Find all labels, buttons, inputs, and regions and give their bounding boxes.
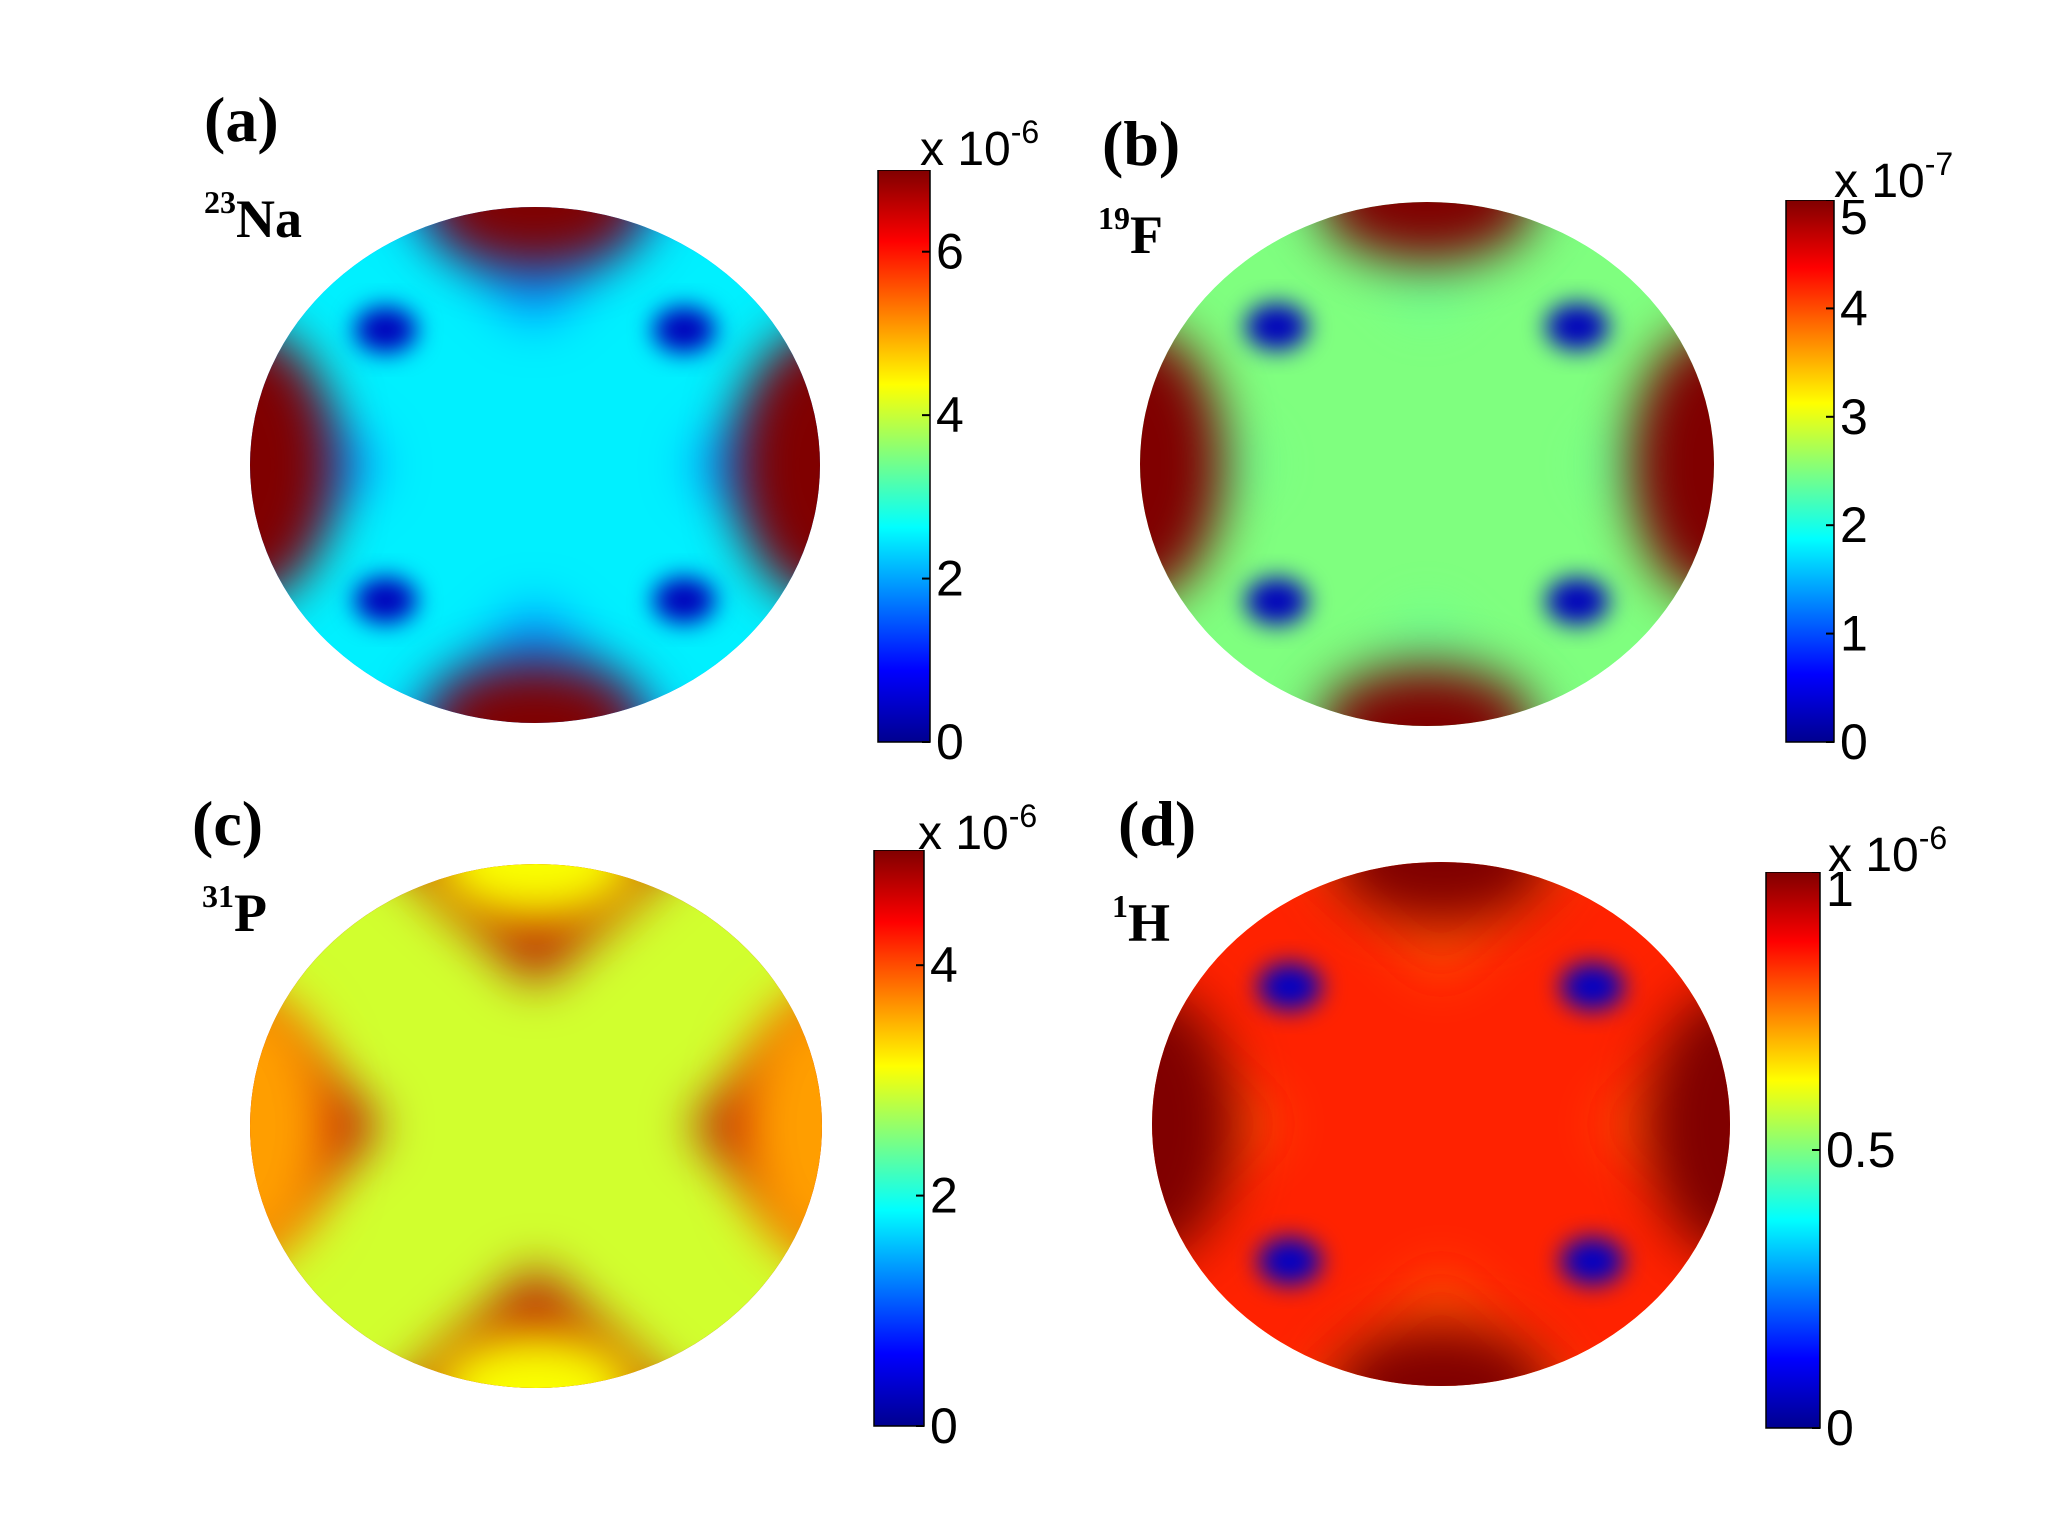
mass-number: 1 [1112,888,1128,924]
top-lobe [425,207,645,268]
colorbar-tick-label: 2 [930,1168,958,1224]
colorbar: 0 2 4 6 [877,170,964,760]
colorbar-tick-label: 4 [930,937,958,993]
nucleus-label: 31P [202,880,267,940]
multiplier-exponent: -6 [1010,114,1040,150]
hotspot [1257,962,1322,1011]
side-lobe-left [250,329,335,601]
element-symbol: H [1128,893,1171,953]
colorbar-tick-label: 0 [936,714,964,760]
colorbar-tick-label: 2 [1840,497,1868,553]
colorbar-multiplier: x 10-6 [920,116,1039,174]
heatmap-disc [1152,862,1730,1386]
colorbar-gradient [1785,200,1835,743]
bottom-lobe [425,662,645,723]
colorbar-tick-label: 0.5 [1826,1122,1896,1178]
hotspot [652,576,716,624]
nucleus-label: 23Na [204,186,302,246]
colorbar-gradient [873,850,925,1427]
colorbar-gradient [877,170,931,743]
colorbar-tick-label: 6 [936,224,964,280]
panel-label: (d) [1118,788,1197,859]
multiplier-exponent: -6 [1918,820,1948,856]
nucleus-label: 19F [1098,202,1163,262]
bottom-lobe [1330,1324,1552,1386]
hotspot [354,306,418,354]
multiplier-base: x 10 [918,807,1009,860]
bottom-lobe [1317,664,1537,726]
top-lobe [1317,202,1537,264]
side-lobe-left [250,988,335,1264]
colorbar-tick-label: 2 [936,551,964,607]
multiplier-base: x 10 [920,123,1011,176]
colorbar-multiplier: x 10-6 [918,800,1037,858]
hotspot [1545,302,1610,351]
heatmap-disc [250,864,822,1388]
top-lobe [426,864,646,926]
hotspot [1560,962,1625,1011]
side-lobe-left [1152,986,1238,1262]
heatmap-disc [250,207,820,723]
nucleus-label: 1H [1112,890,1170,950]
mass-number: 31 [202,878,234,914]
colorbar-tick-label: 5 [1840,200,1868,245]
hotspot [1560,1237,1625,1286]
colorbar: 00.51 [1765,872,1896,1446]
bottom-lobe [426,1326,646,1388]
mass-number: 19 [1098,200,1130,236]
multiplier-base: x 10 [1828,829,1919,882]
side-lobe-right [1629,326,1714,602]
multiplier-base: x 10 [1834,155,1925,208]
colorbar: 0 1 2 3 4 5 [1785,200,1868,760]
top-lobe [1330,862,1552,924]
hotspot [1244,577,1309,626]
colorbar-tick-label: 0 [1826,1400,1854,1446]
colorbar-tick-label: 0 [1840,714,1868,760]
colorbar-tick-label: 4 [1840,280,1868,336]
multiplier-exponent: -6 [1008,798,1038,834]
mass-number: 23 [204,184,236,220]
cross-region [250,864,822,1388]
side-lobe-right [737,988,822,1264]
colorbar-multiplier: x 10-6 [1828,822,1947,880]
element-symbol: F [1130,205,1163,265]
colorbar-tick-label: 1 [1826,872,1854,917]
element-symbol: Na [236,189,302,249]
colorbar-multiplier: x 10-7 [1834,148,1953,206]
colorbar-tick-label: 0 [930,1398,958,1444]
hotspot [652,306,716,354]
side-lobe-right [735,329,820,601]
element-symbol: P [234,883,267,943]
heatmap-disc [1140,202,1714,726]
colorbar: 0 2 4 [873,850,958,1444]
multiplier-exponent: -7 [1924,146,1954,182]
hotspot [1244,302,1309,351]
hotspot [1545,577,1610,626]
colorbar-tick-label: 4 [936,387,964,443]
colorbar-gradient [1765,872,1821,1429]
panel-label: (c) [192,788,264,859]
side-lobe-left [1140,326,1225,602]
panel-label: (a) [204,84,279,155]
hotspot [354,576,418,624]
panel-label: (b) [1102,108,1181,179]
hotspot [1257,1237,1322,1286]
colorbar-tick-label: 1 [1840,606,1868,662]
side-lobe-right [1644,986,1730,1262]
colorbar-tick-label: 3 [1840,389,1868,445]
